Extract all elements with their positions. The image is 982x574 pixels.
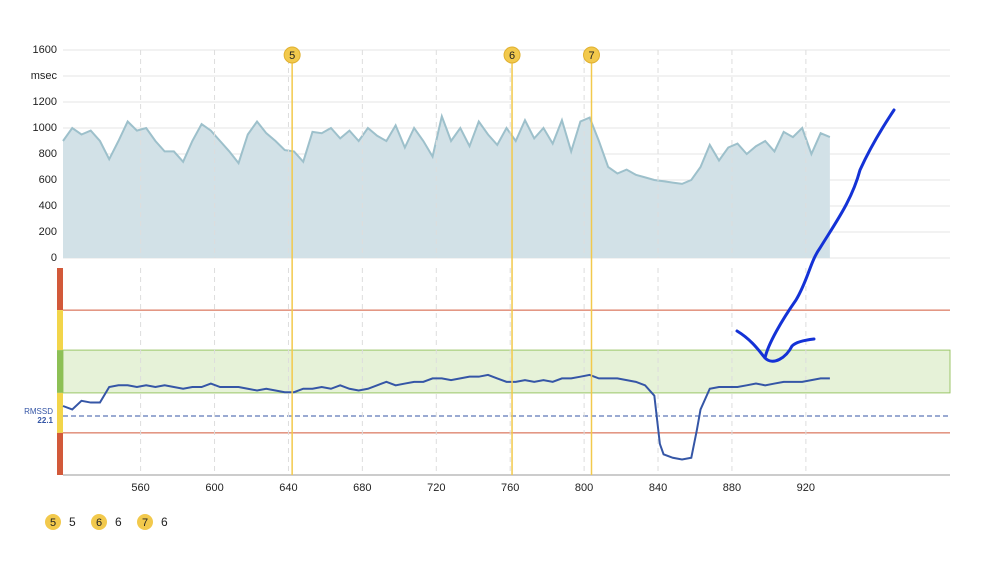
- x-tick-label: 560: [131, 482, 149, 494]
- x-tick-label: 680: [353, 482, 371, 494]
- zone-bar: [57, 392, 63, 433]
- y-tick-label: 600: [39, 174, 57, 186]
- marker-label: 5: [289, 50, 295, 62]
- legend-badge-label: 5: [50, 517, 56, 529]
- legend-badge-label: 7: [142, 517, 148, 529]
- marker-badge: [283, 46, 301, 64]
- rmssd-line: [62, 373, 830, 461]
- y-tick-label: 800: [39, 148, 57, 160]
- y-tick-label: msec: [31, 70, 58, 82]
- legend-name: 5: [69, 515, 76, 529]
- y-tick-label: 400: [39, 200, 57, 212]
- y-tick-label: 1600: [33, 44, 57, 56]
- normal-band: [62, 349, 951, 394]
- marker-label: 7: [588, 50, 594, 62]
- y-tick-label: 0: [51, 252, 57, 264]
- area-fill: [63, 116, 830, 258]
- x-tick-label: 720: [427, 482, 445, 494]
- legend-badge: [137, 514, 153, 530]
- legend-name: 6: [161, 515, 168, 529]
- zone-bar: [57, 268, 63, 311]
- zone-bar: [57, 310, 63, 351]
- annotation-stroke: [735, 108, 896, 363]
- marker-badge: [503, 46, 521, 64]
- legend-badge: [45, 514, 61, 530]
- reference-label: RMSSD: [24, 407, 53, 416]
- legend-name: 6: [115, 515, 122, 529]
- x-tick-label: 760: [501, 482, 519, 494]
- x-tick-label: 840: [649, 482, 667, 494]
- x-tick-label: 920: [797, 482, 815, 494]
- y-tick-label: 1000: [33, 122, 57, 134]
- area-line: [62, 112, 831, 185]
- x-tick-label: 800: [575, 482, 593, 494]
- legend-badge-label: 6: [96, 517, 102, 529]
- x-tick-label: 640: [279, 482, 297, 494]
- zone-bar: [57, 350, 63, 393]
- marker-badge: [583, 46, 601, 64]
- reference-value: 22.1: [37, 416, 53, 425]
- x-tick-label: 880: [723, 482, 741, 494]
- y-tick-label: 1200: [33, 96, 57, 108]
- y-tick-label: 200: [39, 226, 57, 238]
- x-tick-label: 600: [205, 482, 223, 494]
- marker-label: 6: [509, 50, 515, 62]
- legend-badge: [91, 514, 107, 530]
- zone-bar: [57, 432, 63, 475]
